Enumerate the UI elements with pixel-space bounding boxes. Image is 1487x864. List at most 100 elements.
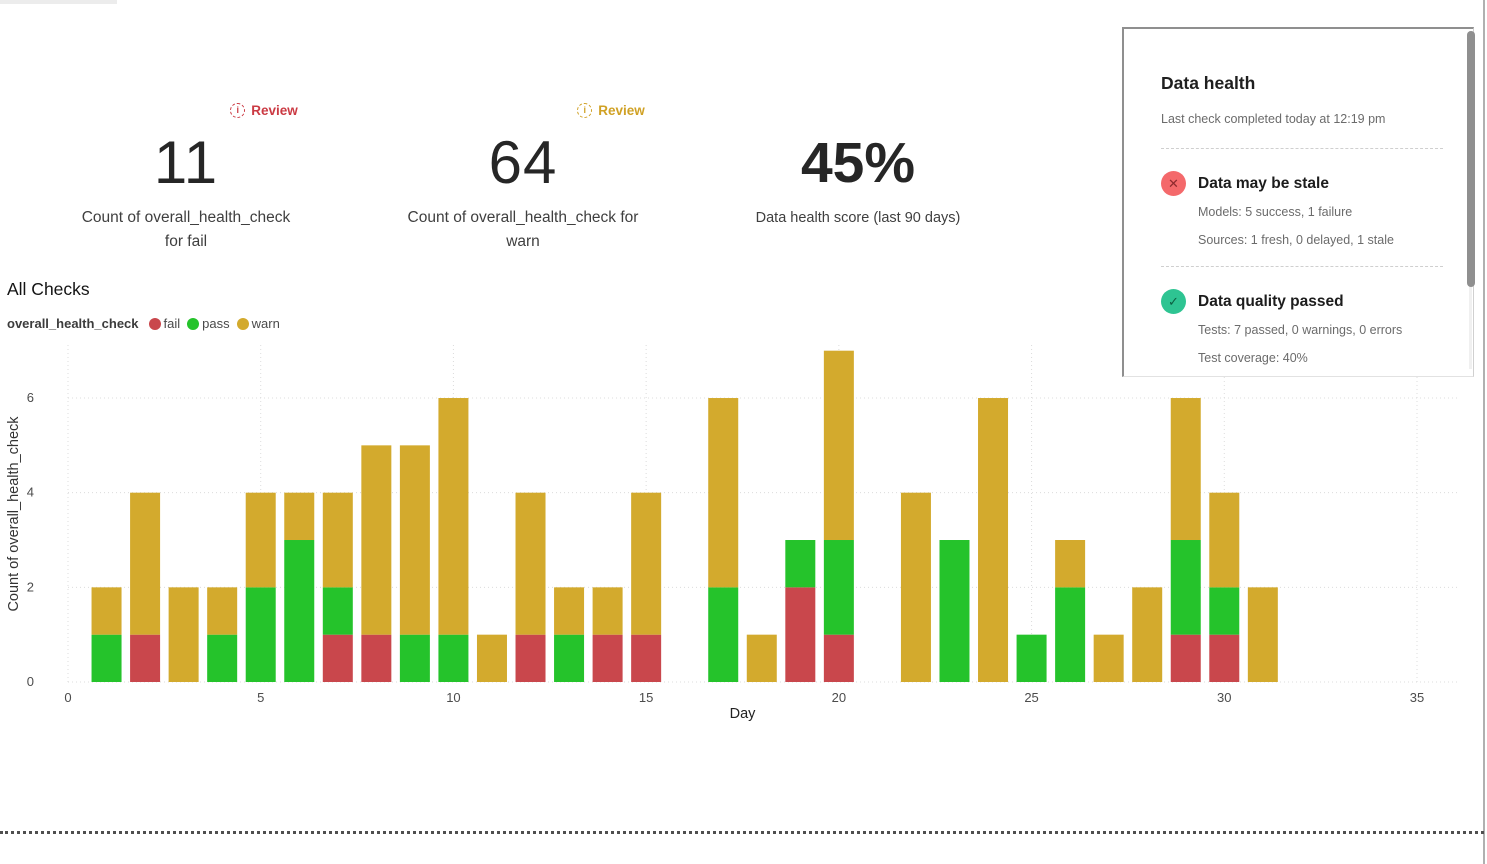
pass-circle-icon: ✓ [1161,289,1186,314]
status-title: Data may be stale [1198,175,1329,192]
bar-segment-warn-day-12[interactable] [515,492,546,635]
legend-item-warn[interactable]: warn [236,316,280,331]
x-tick-label: 15 [639,690,653,705]
status-item-stale: ✕ Data may be stale Models: 5 success, 1… [1161,170,1453,253]
review-badge-fail[interactable]: i Review [84,100,444,120]
bar-segment-warn-day-5[interactable] [245,492,276,588]
bar-segment-warn-day-9[interactable] [399,445,430,635]
bar-segment-fail-day-30[interactable] [1209,634,1240,682]
bar-segment-fail-day-7[interactable] [322,634,353,682]
bar-segment-fail-day-8[interactable] [361,634,392,682]
bar-segment-warn-day-2[interactable] [130,492,161,635]
warn-dot-icon [236,317,249,330]
bar-segment-warn-day-20[interactable] [823,350,854,541]
legend-item-label: pass [202,316,230,331]
bar-segment-warn-day-26[interactable] [1055,540,1086,588]
bar-segment-warn-day-27[interactable] [1093,634,1124,682]
bar-segment-pass-day-1[interactable] [91,634,122,682]
legend-item-pass[interactable]: pass [187,316,230,331]
bottom-dotted-divider [0,831,1484,834]
all-checks-stacked-bar-chart: 0 2 4 6 0 5 10 15 20 25 30 35 [27,345,1460,705]
status-detail: Models: 5 success, 1 failure [1198,205,1353,219]
bar-segment-pass-day-13[interactable] [554,634,585,682]
legend-item-fail[interactable]: fail [148,316,180,331]
bar-segment-warn-day-6[interactable] [284,492,315,541]
review-badge-warn[interactable]: i Review [431,100,791,120]
bar-segment-warn-day-7[interactable] [322,492,353,588]
panel-divider [1161,266,1443,267]
bar-segment-warn-day-28[interactable] [1132,587,1163,682]
x-tick-label: 35 [1410,690,1424,705]
metric-label-line: Count of overall_health_check for [407,209,639,226]
bar-segment-warn-day-4[interactable] [207,587,238,635]
status-detail: Tests: 7 passed, 0 warnings, 0 errors [1198,323,1403,337]
bar-segment-warn-day-14[interactable] [592,587,623,635]
bar-segment-pass-day-10[interactable] [438,634,469,682]
bar-segment-fail-day-20[interactable] [823,634,854,682]
bar-segment-warn-day-29[interactable] [1170,398,1201,541]
metric-label: Data health score (last 90 days) [678,206,1038,230]
scrollbar-thumb[interactable] [1467,31,1475,287]
bar-segment-warn-day-15[interactable] [631,492,662,635]
y-tick-label: 4 [27,485,34,500]
x-axis-label: Day [729,706,756,722]
bar-segment-fail-day-15[interactable] [631,634,662,682]
bar-segment-pass-day-30[interactable] [1209,587,1240,635]
status-detail: Sources: 1 fresh, 0 delayed, 1 stale [1198,233,1394,247]
bar-segment-pass-day-25[interactable] [1016,634,1047,682]
x-tick-label: 30 [1217,690,1231,705]
bar-segment-pass-day-23[interactable] [939,540,970,682]
bar-segment-warn-day-31[interactable] [1247,587,1278,682]
bar-segment-warn-day-17[interactable] [708,398,739,588]
bar-segment-pass-day-29[interactable] [1170,540,1201,635]
bar-segment-warn-day-13[interactable] [554,587,585,635]
window-right-border [1483,0,1485,864]
section-title-all-checks: All Checks [7,279,90,299]
bar-segment-warn-day-8[interactable] [361,445,392,635]
metric-value: 64 [488,129,558,196]
panel-divider [1161,148,1443,149]
bar-segment-pass-day-20[interactable] [823,540,854,635]
bar-segment-pass-day-7[interactable] [322,587,353,635]
pass-dot-icon [187,317,200,330]
bar-segment-warn-day-30[interactable] [1209,492,1240,588]
bar-segment-fail-day-2[interactable] [130,634,161,682]
metric-label-line: Count of overall_health_check [81,209,291,226]
bar-segment-fail-day-29[interactable] [1170,634,1201,682]
panel-subtitle: Last check completed today at 12:19 pm [1161,112,1386,126]
metric-label-line: for fail [164,233,208,250]
bar-segment-warn-day-3[interactable] [168,587,199,682]
bar-segment-fail-day-19[interactable] [785,587,816,682]
bar-segment-pass-day-9[interactable] [399,634,430,682]
bar-segment-warn-day-10[interactable] [438,398,469,635]
bar-segment-pass-day-26[interactable] [1055,587,1086,682]
bar-segment-warn-day-18[interactable] [746,634,777,682]
window-top-strip [0,0,117,4]
bar-segment-pass-day-4[interactable] [207,634,238,682]
metric-fail-count: i Review 11 Count of overall_health_chec… [6,100,366,254]
status-detail: Test coverage: 40% [1198,351,1308,365]
bar-segment-pass-day-17[interactable] [708,587,739,682]
x-tick-label: 0 [64,690,71,705]
x-tick-label: 5 [257,690,264,705]
bar-segment-warn-day-1[interactable] [91,587,122,635]
metric-label-line: warn [506,233,540,250]
bar-segment-warn-day-22[interactable] [900,492,931,682]
bar-segment-pass-day-6[interactable] [284,540,315,682]
data-health-panel: Data health Last check completed today a… [1122,27,1475,377]
bar-segment-warn-day-11[interactable] [476,634,507,682]
bar-segment-pass-day-19[interactable] [785,540,816,588]
bar-segment-pass-day-5[interactable] [245,587,276,682]
bar-segment-fail-day-14[interactable] [592,634,623,682]
bar-segment-fail-day-12[interactable] [515,634,546,682]
review-badge-label: Review [251,102,298,118]
bar-segment-warn-day-24[interactable] [978,398,1009,682]
x-tick-label: 10 [446,690,460,705]
panel-title: Data health [1161,73,1256,93]
metric-label: Count of overall_health_check for fail [6,206,366,254]
x-tick-label: 25 [1024,690,1038,705]
y-tick-label: 6 [27,390,34,405]
metric-value: 45% [800,131,916,195]
metric-label-line: Data health score (last 90 days) [755,210,961,226]
review-badge-label: Review [598,102,645,118]
